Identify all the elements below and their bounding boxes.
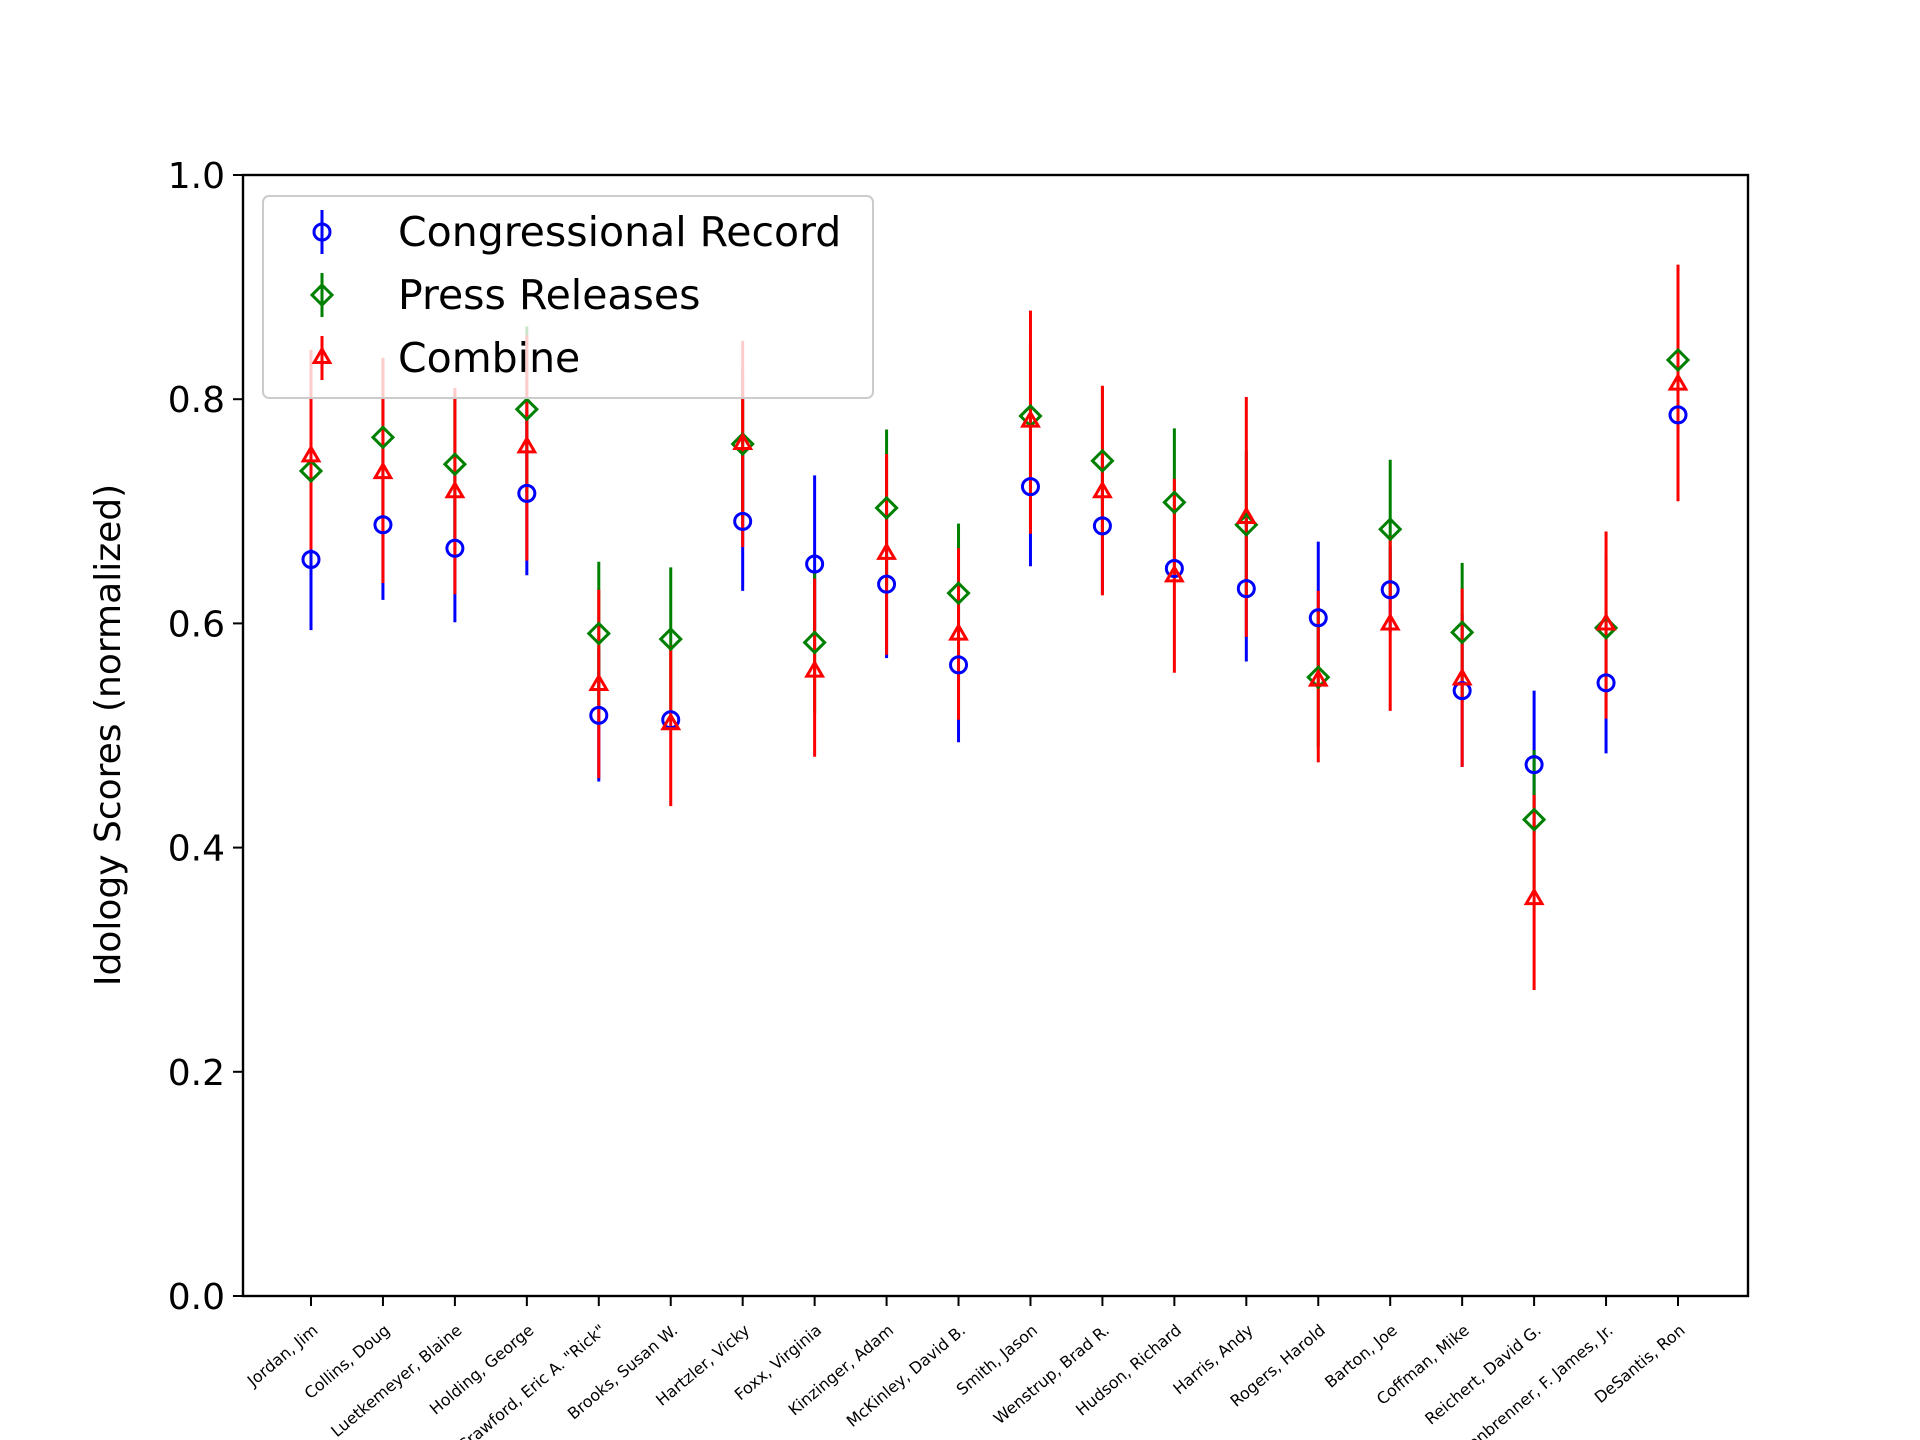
plot-frame — [241, 173, 1750, 1298]
data-point — [300, 444, 322, 463]
data-point — [874, 495, 899, 521]
data-point — [1090, 448, 1115, 473]
y-axis-title: Idology Scores (normalized) — [88, 484, 129, 986]
data-point — [1668, 405, 1688, 425]
y-tick-label: 0.2 — [168, 1053, 225, 1094]
data-point — [1523, 887, 1545, 906]
data-point — [1308, 608, 1328, 628]
data-point — [1450, 620, 1475, 645]
data-point — [946, 581, 971, 606]
legend-label: Congressional Record — [398, 208, 841, 256]
data-point — [1235, 506, 1257, 525]
data-point — [1524, 755, 1544, 775]
data-point — [370, 425, 396, 450]
data-point — [948, 622, 969, 641]
data-point — [588, 673, 610, 692]
legend-label: Press Releases — [398, 271, 701, 319]
data-point — [1307, 668, 1329, 687]
data-point — [802, 630, 827, 655]
data-point — [301, 550, 321, 570]
data-point — [1091, 480, 1113, 499]
data-point — [589, 705, 609, 725]
legend-marker — [311, 346, 333, 364]
data-point — [805, 554, 825, 574]
data-point — [586, 621, 611, 646]
data-point — [1162, 490, 1187, 515]
data-point — [1380, 580, 1400, 600]
data-point — [1596, 673, 1616, 693]
data-point — [445, 538, 465, 558]
data-point — [514, 397, 539, 422]
y-tick-label: 0.8 — [168, 380, 225, 421]
data-point — [1164, 558, 1184, 578]
y-tick-label: 1.0 — [168, 156, 225, 197]
y-tick-label: 0.4 — [168, 829, 225, 870]
data-point — [444, 480, 466, 499]
data-point — [1595, 612, 1617, 631]
data-point — [516, 435, 538, 454]
data-point — [660, 712, 682, 731]
data-point — [1665, 347, 1691, 373]
y-axis: 0.0 0.2 0.4 0.6 0.8 1.0 — [168, 156, 243, 1318]
data-point — [1092, 516, 1112, 536]
markers-combine — [300, 372, 1689, 906]
data-point — [876, 541, 898, 560]
data-point — [804, 659, 826, 678]
legend-frame — [262, 195, 874, 399]
data-point — [373, 515, 393, 535]
data-point — [1379, 612, 1401, 631]
legend: Congressional Record Press Releases Combin… — [262, 195, 874, 399]
data-point — [1020, 477, 1040, 497]
data-point — [1236, 579, 1256, 599]
data-point — [1163, 564, 1185, 583]
markers-congressional-record — [301, 405, 1688, 775]
legend-marker — [312, 222, 332, 242]
data-point — [732, 432, 754, 451]
data-point — [442, 452, 468, 477]
data-point — [1667, 372, 1689, 391]
data-point — [1306, 665, 1331, 690]
legend-label: Combine — [398, 334, 580, 382]
data-point — [372, 461, 394, 480]
data-point — [1378, 517, 1403, 542]
data-point — [658, 626, 683, 652]
data-point — [730, 431, 755, 457]
data-point — [733, 511, 753, 531]
data-point — [517, 483, 537, 503]
y-tick-label: 0.0 — [168, 1277, 225, 1318]
data-point — [1521, 807, 1547, 832]
data-point — [298, 458, 324, 484]
data-point — [877, 574, 897, 594]
y-tick-label: 0.6 — [168, 604, 225, 645]
data-point — [1451, 667, 1473, 686]
legend-marker — [309, 282, 335, 308]
data-point — [949, 655, 969, 675]
data-point — [1020, 409, 1041, 428]
